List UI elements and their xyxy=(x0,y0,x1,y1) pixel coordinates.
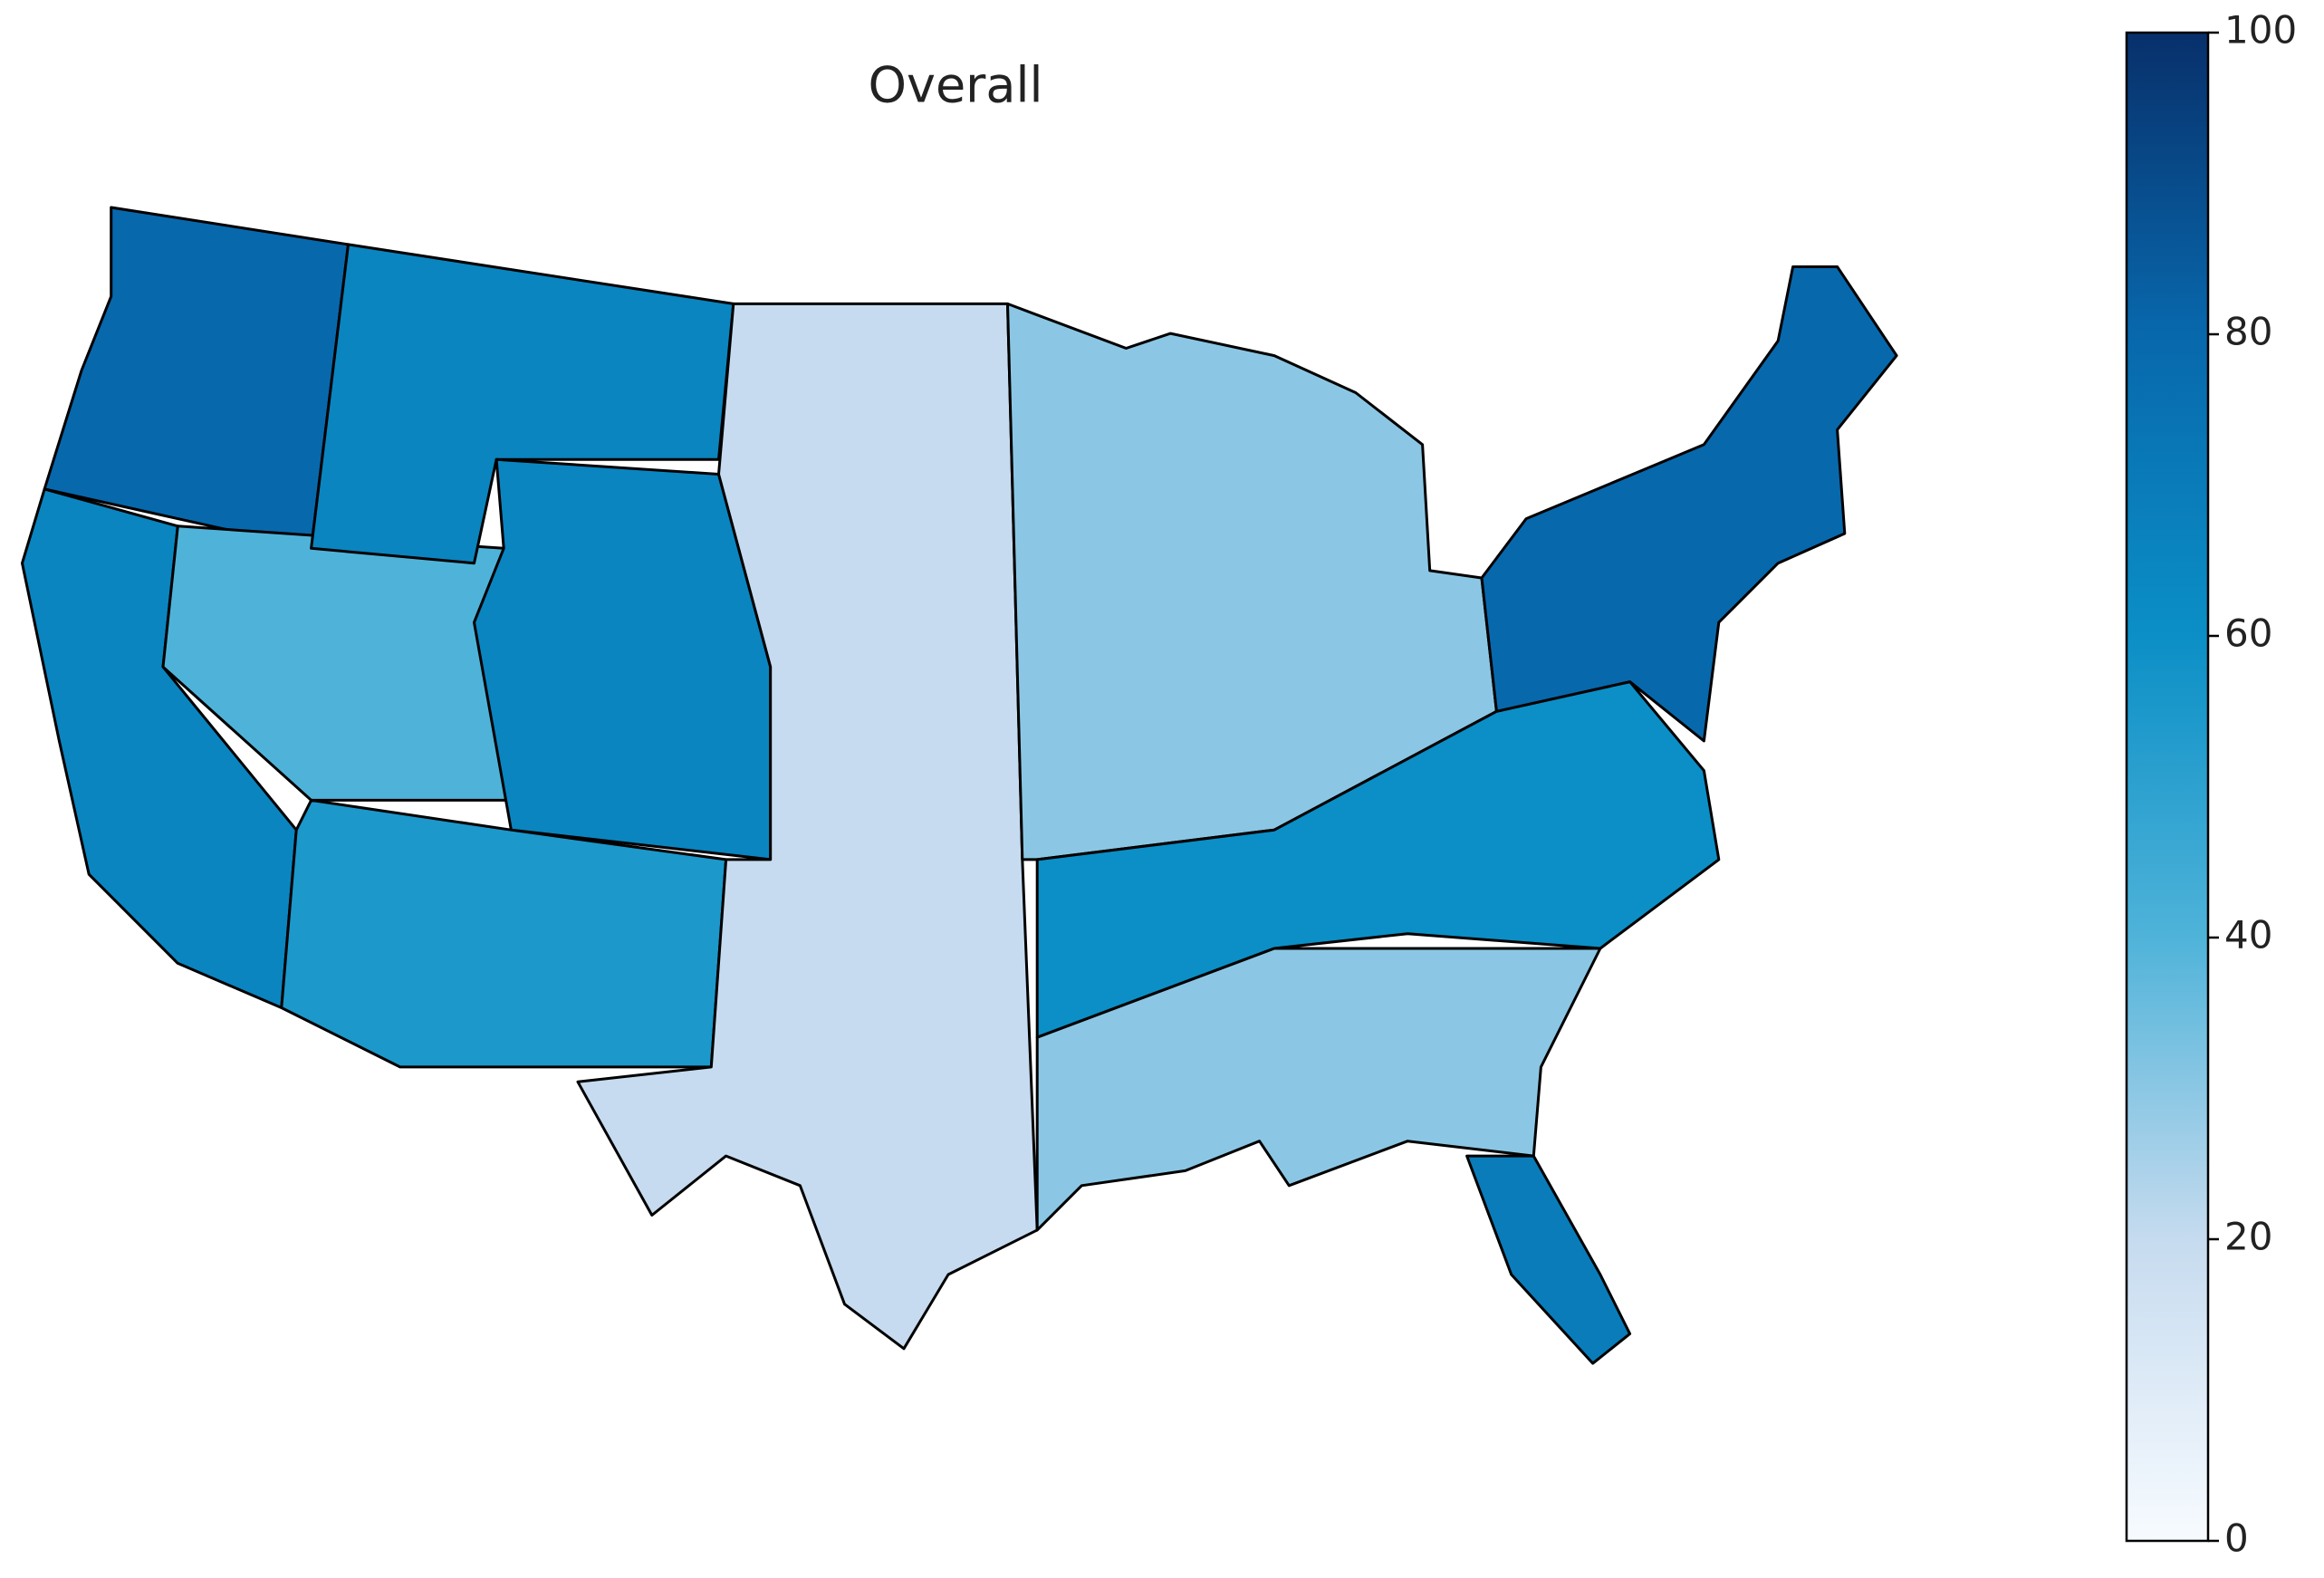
map-region xyxy=(473,457,773,861)
colorbar-tick-label: 100 xyxy=(2224,8,2297,53)
colorbar-tick-label: 20 xyxy=(2224,1215,2272,1259)
map-title: Overall xyxy=(869,57,1043,114)
map-region xyxy=(280,798,728,1069)
map-region xyxy=(43,206,350,550)
colorbar xyxy=(2125,31,2210,1543)
colorbar-tick-label: 80 xyxy=(2224,310,2272,354)
map-region xyxy=(1035,947,1602,1232)
map-regions xyxy=(21,206,1898,1365)
colorbar-tick-label: 60 xyxy=(2224,611,2272,656)
colorbar-tick-label: 40 xyxy=(2224,913,2272,957)
map-region xyxy=(576,302,1039,1351)
map-region xyxy=(1480,265,1898,743)
colorbar-tick-label: 0 xyxy=(2224,1516,2249,1561)
map-region xyxy=(1465,1154,1632,1365)
